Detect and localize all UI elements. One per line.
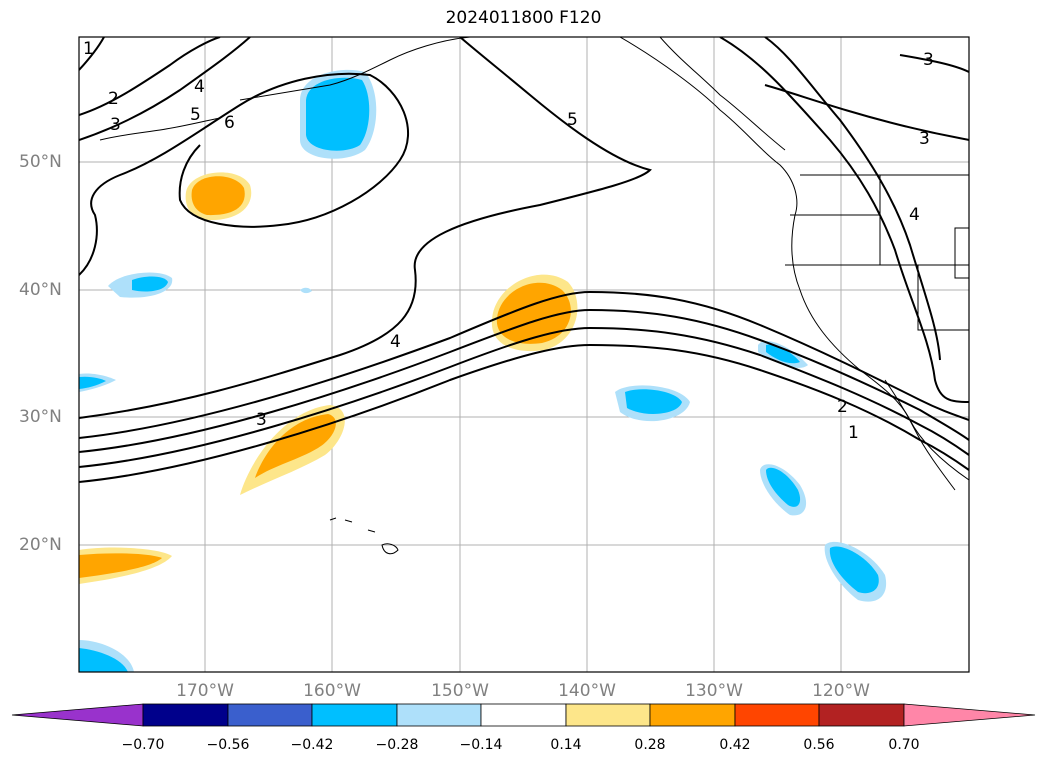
colorbar-tick-label: 0.70 (888, 737, 920, 753)
positive-anomaly-fill (79, 553, 162, 578)
contour-labels: 1 2 3 4 5 6 5 4 3 2 1 3 3 4 (83, 39, 934, 443)
colorbar-segment (396, 703, 482, 727)
lon-label: 170°W (176, 681, 234, 701)
contour-label: 4 (194, 77, 205, 97)
contour-lines (79, 37, 969, 483)
contour-label: 1 (848, 423, 859, 443)
colorbar-tick-label: 0.42 (719, 737, 751, 753)
colorbar-tick-label: −0.56 (206, 737, 250, 753)
colorbar-segment (227, 703, 313, 727)
colorbar-tick-label: 0.14 (550, 737, 582, 753)
negative-anomaly-fill (766, 467, 801, 507)
contour-line (79, 37, 221, 116)
contour-label: 4 (390, 332, 401, 352)
contour-line (764, 37, 941, 361)
gridlines (79, 37, 969, 672)
contour-label: 2 (837, 397, 848, 417)
map-frame (78, 36, 970, 673)
aleutians (99, 117, 221, 141)
negative-anomaly-fill (79, 376, 106, 389)
contour-label: 5 (190, 105, 201, 125)
colorbar-tick-label: −0.42 (290, 737, 334, 753)
colorbar (11, 703, 1036, 727)
contour-line (79, 72, 410, 276)
contour-label: 1 (83, 39, 94, 59)
us-state-borders (785, 175, 969, 331)
baja-california (884, 379, 956, 491)
map-title: 2024011800 F120 (445, 8, 602, 28)
negative-anomaly-fill (306, 77, 370, 151)
contour-line (79, 290, 969, 439)
negative-anomaly-fill (300, 287, 312, 294)
lon-label: 140°W (558, 681, 616, 701)
colorbar-tick-label: −0.70 (121, 737, 165, 753)
colorbar-segment (311, 703, 398, 727)
contour-line (899, 54, 969, 73)
hawaii (329, 517, 399, 555)
contour-label: 5 (567, 110, 578, 130)
contour-line (79, 37, 251, 141)
colorbar-extend-high (903, 703, 1036, 727)
lon-label: 130°W (685, 681, 743, 701)
negative-anomaly-fill (766, 344, 800, 364)
negative-anomaly-fill (625, 389, 682, 414)
lon-label: 160°W (303, 681, 361, 701)
lat-label: 20°N (19, 535, 62, 555)
contour-line (79, 343, 969, 483)
negative-anomaly-fill (132, 276, 168, 292)
contour-line (79, 308, 969, 453)
positive-anomaly-fill (255, 414, 336, 478)
contour-label: 4 (909, 205, 920, 225)
negative-anomaly-fill (79, 648, 128, 672)
contour-line (79, 37, 652, 419)
lat-label: 50°N (19, 152, 62, 172)
contour-label: 3 (110, 115, 121, 135)
canada-alaska-panhandle (659, 37, 786, 151)
lon-label: 120°W (812, 681, 870, 701)
colorbar-segment (142, 703, 229, 727)
contour-line (79, 326, 969, 468)
negative-anomaly-fill (829, 546, 879, 594)
contour-line (764, 84, 969, 141)
colorbar-tick-label: −0.14 (459, 737, 503, 753)
colorbar-extend-low (11, 703, 144, 727)
colorbar-tick-label: 0.28 (634, 737, 666, 753)
contour-label: 2 (108, 89, 119, 109)
colorbar-segment (734, 703, 820, 727)
contour-line (719, 37, 969, 403)
colorbar-segment (649, 703, 736, 727)
lon-label: 150°W (431, 681, 489, 701)
colorbar-segment (565, 703, 651, 727)
colorbar-segment (480, 703, 567, 727)
colorbar-segment (818, 703, 905, 727)
contour-label: 3 (923, 50, 934, 70)
lat-label: 30°N (19, 407, 62, 427)
positive-anomaly-fill (191, 176, 245, 216)
contour-label: 3 (919, 129, 930, 149)
contour-line (79, 37, 105, 71)
contour-label: 6 (224, 113, 235, 133)
lat-label: 40°N (19, 280, 62, 300)
contour-label: 3 (256, 410, 267, 430)
colorbar-tick-label: −0.28 (375, 737, 419, 753)
colorbar-tick-label: 0.56 (803, 737, 835, 753)
